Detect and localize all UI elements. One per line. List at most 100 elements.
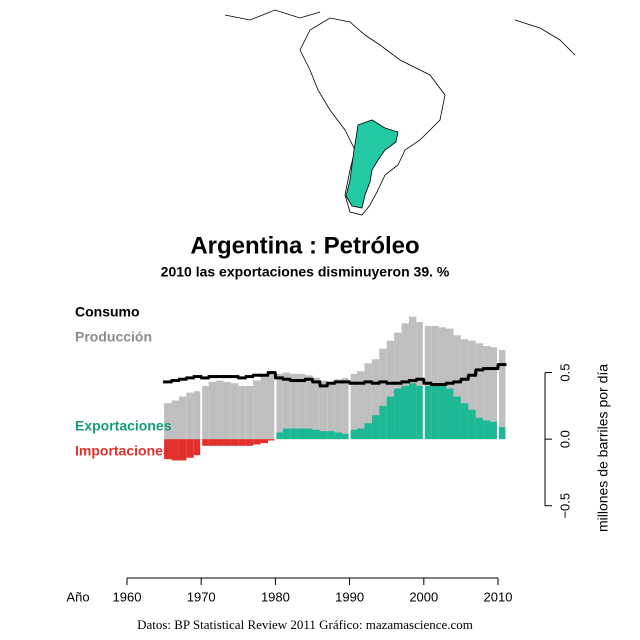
x-tick-label: 1960 — [113, 589, 142, 604]
bar — [201, 385, 209, 440]
bar — [216, 439, 224, 446]
y-tick-label: −0.5 — [557, 493, 572, 519]
bar — [475, 417, 484, 440]
bar — [267, 373, 276, 440]
source: Datos: BP Statistical Review 2011 Gráfic… — [137, 617, 473, 632]
chart-title: Argentina : Petróleo — [190, 232, 419, 259]
bar — [364, 363, 372, 440]
bar — [164, 403, 172, 440]
bar — [349, 429, 358, 440]
bar — [364, 423, 372, 440]
bar — [490, 347, 498, 440]
bar — [297, 373, 306, 440]
bar — [379, 348, 387, 440]
argentina — [345, 119, 399, 209]
bar — [193, 391, 202, 440]
x-tick-label: 1970 — [187, 589, 216, 604]
caribbean — [514, 19, 576, 56]
bar — [193, 439, 202, 456]
bar — [342, 433, 350, 440]
bar — [408, 383, 417, 440]
bar — [282, 372, 291, 440]
bar — [164, 439, 172, 460]
bar — [475, 343, 484, 440]
bar — [230, 383, 239, 440]
bar — [171, 439, 179, 461]
bar — [357, 428, 365, 440]
bar — [490, 421, 498, 440]
bar — [498, 427, 506, 440]
bar — [305, 375, 313, 440]
bar — [178, 439, 187, 461]
bar — [312, 429, 320, 440]
bar — [230, 439, 239, 446]
x-tick-label: 1980 — [261, 589, 290, 604]
bar — [408, 316, 417, 440]
bar — [468, 340, 476, 440]
bar — [186, 439, 194, 458]
bar — [245, 385, 254, 440]
bar — [208, 381, 217, 440]
bar — [453, 396, 461, 440]
bar — [260, 439, 268, 444]
x-axis-label: Año — [66, 589, 89, 604]
bar — [201, 439, 209, 446]
bar — [253, 380, 261, 440]
bar — [483, 420, 491, 440]
map — [224, 9, 576, 216]
legend-label: Consumo — [75, 304, 140, 320]
coastline-north — [224, 9, 321, 21]
bar — [334, 379, 343, 440]
bar — [460, 403, 469, 440]
bar — [319, 431, 328, 440]
bar — [238, 385, 246, 440]
bar — [386, 396, 395, 440]
y-tick-label: 0.0 — [557, 430, 572, 448]
bar — [468, 409, 476, 440]
bar — [379, 405, 387, 440]
bar — [401, 385, 409, 440]
bar — [275, 432, 283, 440]
x-tick-label: 2010 — [484, 589, 513, 604]
continent-outline — [299, 17, 446, 216]
y-axis-label: millones de barriles por día — [595, 364, 611, 532]
bar — [438, 384, 447, 440]
bar — [238, 439, 246, 446]
bar — [186, 392, 194, 440]
bar — [394, 388, 402, 440]
bar — [290, 373, 298, 440]
bar — [446, 388, 454, 440]
chart-subtitle: 2010 las exportaciones disminuyeron 39. … — [161, 264, 450, 280]
bar — [327, 381, 335, 440]
bar — [319, 380, 328, 440]
bar — [498, 349, 506, 440]
legend-label: Importaciones — [75, 443, 171, 459]
bar — [245, 439, 254, 446]
bar — [223, 381, 231, 440]
bar — [453, 335, 461, 440]
bar — [178, 396, 187, 440]
bar — [171, 400, 179, 440]
bar — [483, 345, 491, 440]
bar — [253, 439, 261, 445]
bar — [357, 371, 365, 440]
bar — [431, 384, 439, 440]
bar — [386, 340, 395, 440]
bar — [290, 428, 298, 440]
x-tick-label: 1990 — [335, 589, 364, 604]
x-tick-label: 2000 — [409, 589, 438, 604]
bar — [216, 380, 224, 440]
legend-label: Producción — [75, 329, 152, 345]
bar — [342, 377, 350, 440]
bar — [260, 376, 268, 440]
bar — [394, 332, 402, 440]
bar — [423, 385, 432, 440]
bar — [208, 439, 217, 446]
bar — [312, 377, 320, 440]
bar — [297, 428, 306, 440]
bar — [460, 339, 469, 440]
y-tick-label: 0.5 — [557, 364, 572, 382]
bar — [223, 439, 231, 446]
bar — [334, 432, 343, 440]
